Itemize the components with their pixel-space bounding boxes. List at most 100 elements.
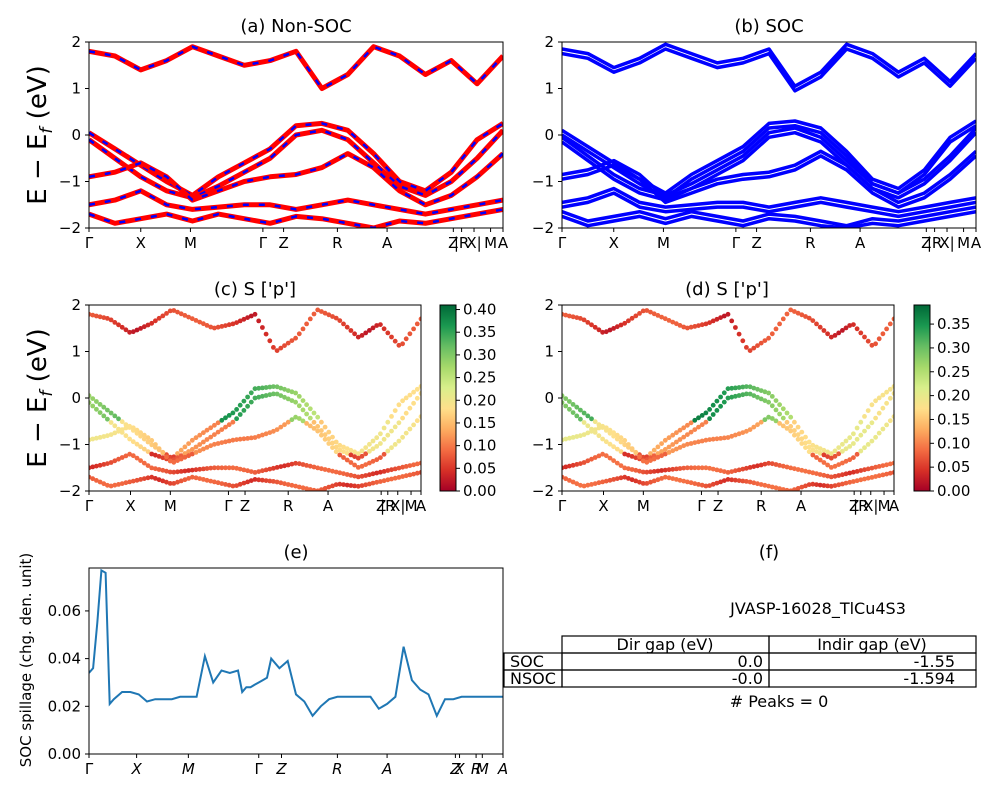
panel-b-ytick-label: −1 — [532, 173, 554, 191]
panel-d-point — [729, 477, 735, 483]
panel-d-point — [817, 482, 823, 488]
panel-c-point — [164, 468, 169, 474]
panel-d-point — [788, 488, 794, 491]
panel-d-point — [832, 473, 838, 479]
panel-d-point — [714, 467, 720, 473]
panel-c-point — [248, 399, 254, 405]
panel-d-point — [699, 465, 705, 471]
panel-d-point — [637, 479, 642, 485]
panel-c-point — [182, 444, 188, 450]
panel-d-point — [773, 485, 779, 491]
panel-c-point — [304, 463, 309, 468]
panel-c-point — [116, 416, 121, 422]
panel-c-point — [348, 460, 354, 465]
panel-c-ytick-label: 1 — [71, 343, 81, 361]
panel-c-xtick-label: A — [323, 497, 334, 515]
panel-d-point — [865, 424, 871, 430]
panel-c-point — [396, 465, 402, 471]
panel-d-point — [766, 335, 771, 341]
panel-c-point — [274, 465, 280, 470]
panel-c-point — [389, 334, 394, 340]
panel-c-point — [215, 429, 221, 435]
panel-c-point — [370, 471, 376, 477]
panel-c-point — [282, 422, 287, 428]
panel-c-point — [97, 402, 103, 407]
panel-c-point — [271, 479, 276, 484]
panel-d-point — [755, 343, 760, 348]
panel-d-point — [710, 466, 716, 472]
panel-d-point — [692, 465, 698, 471]
panel-c-point — [234, 437, 240, 442]
panel-c-point — [267, 338, 273, 344]
panel-c-point — [326, 436, 332, 442]
panel-d-point — [596, 422, 602, 427]
panel-c-point — [138, 433, 144, 439]
panel-d-point — [803, 440, 808, 446]
panel-c-point — [108, 483, 114, 489]
panel-d-point — [677, 466, 683, 471]
panel-c-point — [178, 453, 184, 458]
panel-c-point — [307, 463, 313, 469]
panel-d-point — [733, 477, 738, 483]
panel-d-point — [806, 469, 812, 475]
panel-c-point — [352, 454, 357, 459]
panel-c-point — [116, 482, 121, 487]
panel-d-point — [659, 468, 664, 473]
panel-c-point — [245, 403, 251, 409]
panel-d-point — [718, 394, 723, 400]
panel-c-point — [130, 425, 136, 431]
panel-c-point — [208, 324, 214, 330]
panel-d-point — [633, 450, 639, 456]
panel-c-point — [341, 455, 346, 460]
panel-c-point — [197, 432, 203, 438]
panel-d-point — [662, 316, 668, 322]
panel-c-point — [400, 341, 405, 347]
panel-c-point — [307, 406, 313, 412]
panel-c-point — [300, 398, 306, 403]
panel-d-point — [721, 313, 727, 319]
panel-d-point — [725, 477, 731, 482]
panel-a-band-overlay — [89, 45, 503, 91]
panel-d-point — [648, 458, 653, 463]
panel-d-point — [578, 316, 583, 321]
panel-c-point — [138, 477, 144, 482]
panel-c-point — [215, 465, 221, 471]
panel-e-xtick-label: A — [497, 760, 508, 778]
panel-c-point — [352, 483, 357, 489]
panel-d-point — [854, 451, 860, 457]
panel-d-point — [637, 454, 642, 460]
panel-c-point — [237, 412, 243, 417]
panel-c-point — [252, 435, 258, 440]
panel-c-point — [134, 455, 140, 461]
panel-d-point — [733, 393, 738, 399]
panel-a-ytick-label: 0 — [71, 126, 81, 144]
panel-d-point — [714, 398, 720, 404]
panel-d-point — [611, 458, 616, 463]
panel-c-point — [289, 461, 295, 467]
panel-c-point — [164, 479, 169, 485]
panel-d-point — [707, 320, 712, 325]
panel-c-point — [101, 462, 107, 467]
panel-d-point — [570, 402, 576, 407]
panel-d-point — [666, 450, 672, 455]
panel-a-xtick-label: X — [136, 234, 146, 252]
panel-c-point — [141, 446, 147, 452]
panel-d-point — [780, 423, 786, 429]
panel-c-point — [322, 310, 328, 316]
panel-d-point — [659, 441, 664, 446]
panel-c-point — [392, 424, 398, 430]
panel-c-point — [293, 414, 298, 420]
panel-c-point — [289, 398, 295, 403]
panel-d-point — [832, 448, 838, 454]
panel-c-point — [315, 424, 321, 429]
panel-d-point — [736, 467, 742, 473]
panel-d-point — [762, 398, 768, 403]
panel-c-point — [212, 325, 217, 331]
panel-d-point — [685, 441, 690, 447]
panel-c-point — [156, 315, 162, 321]
panel-d-point — [873, 474, 878, 479]
panel-d-colorbar — [913, 304, 931, 492]
panel-c-point — [189, 316, 195, 322]
panel-d-point — [777, 411, 782, 417]
panel-d-point — [766, 414, 771, 420]
